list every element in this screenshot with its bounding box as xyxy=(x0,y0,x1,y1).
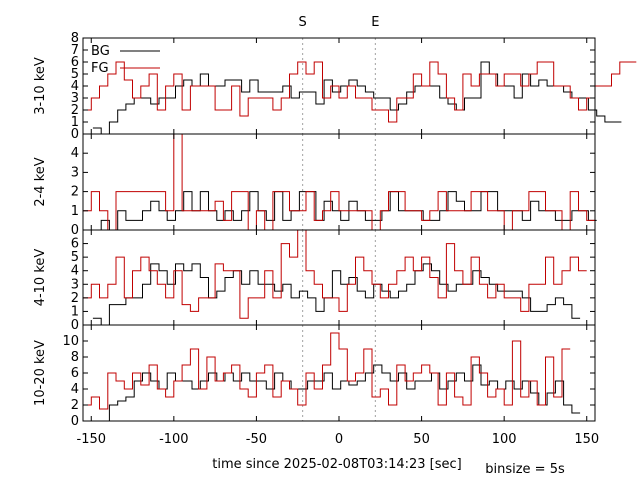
x-axis-label: time since 2025-02-08T03:14:23 [sec] xyxy=(212,457,461,472)
ytick-label: 0 xyxy=(71,127,79,142)
ytick-label: 7 xyxy=(71,43,79,58)
xtick-label: -50 xyxy=(246,432,267,447)
panel-ylabel: 10-20 keV xyxy=(33,340,48,406)
bg-series-line xyxy=(92,61,622,135)
ytick-label: 1 xyxy=(71,204,79,219)
ytick-label: 2 xyxy=(71,291,79,306)
xtick-label: 50 xyxy=(413,432,430,447)
ytick-label: 8 xyxy=(71,350,79,365)
xtick-label: -100 xyxy=(159,432,189,447)
ytick-label: 2 xyxy=(71,185,79,200)
ytick-label: 5 xyxy=(71,67,79,82)
ytick-label: 6 xyxy=(71,366,79,381)
xtick-label: 0 xyxy=(335,432,343,447)
ytick-label: 5 xyxy=(71,250,79,265)
ytick-label: 3 xyxy=(71,277,79,292)
fg-series-line xyxy=(83,133,595,231)
marker-label-S: S xyxy=(299,15,307,30)
xtick-label: 150 xyxy=(574,432,599,447)
xtick-label: 100 xyxy=(492,432,517,447)
ytick-label: 4 xyxy=(71,79,79,94)
fg-series-line xyxy=(83,229,587,319)
binsize-label: binsize = 5s xyxy=(485,462,565,477)
bg-series-line xyxy=(92,263,581,326)
ytick-label: 0 xyxy=(71,318,79,333)
ytick-label: 6 xyxy=(71,237,79,252)
ytick-label: 0 xyxy=(71,414,79,429)
legend-label-bg: BG xyxy=(91,44,110,59)
panel-frame xyxy=(82,133,596,231)
ytick-label: 2 xyxy=(71,103,79,118)
ytick-label: 1 xyxy=(71,115,79,130)
fg-series-line xyxy=(83,332,571,410)
xtick-label: -150 xyxy=(77,432,107,447)
ytick-label: 3 xyxy=(71,165,79,180)
legend-label-fg: FG xyxy=(91,61,109,76)
panel-ylabel: 4-10 keV xyxy=(33,249,48,307)
ytick-label: 0 xyxy=(71,223,79,238)
panel-ylabel: 2-4 keV xyxy=(33,157,48,206)
ytick-label: 8 xyxy=(71,31,79,46)
ytick-label: 4 xyxy=(71,382,79,397)
ytick-label: 4 xyxy=(71,264,79,279)
panel-ylabel: 3-10 keV xyxy=(33,57,48,115)
ytick-label: 1 xyxy=(71,304,79,319)
ytick-label: 6 xyxy=(71,55,79,70)
ytick-label: 3 xyxy=(71,91,79,106)
ytick-label: 2 xyxy=(71,398,79,413)
ytick-label: 4 xyxy=(71,146,79,161)
marker-label-E: E xyxy=(371,15,379,30)
ytick-label: 10 xyxy=(62,334,79,349)
fg-series-line xyxy=(83,61,637,123)
panel-1: 0 1 2 3 4 2-4 keV xyxy=(33,133,597,238)
